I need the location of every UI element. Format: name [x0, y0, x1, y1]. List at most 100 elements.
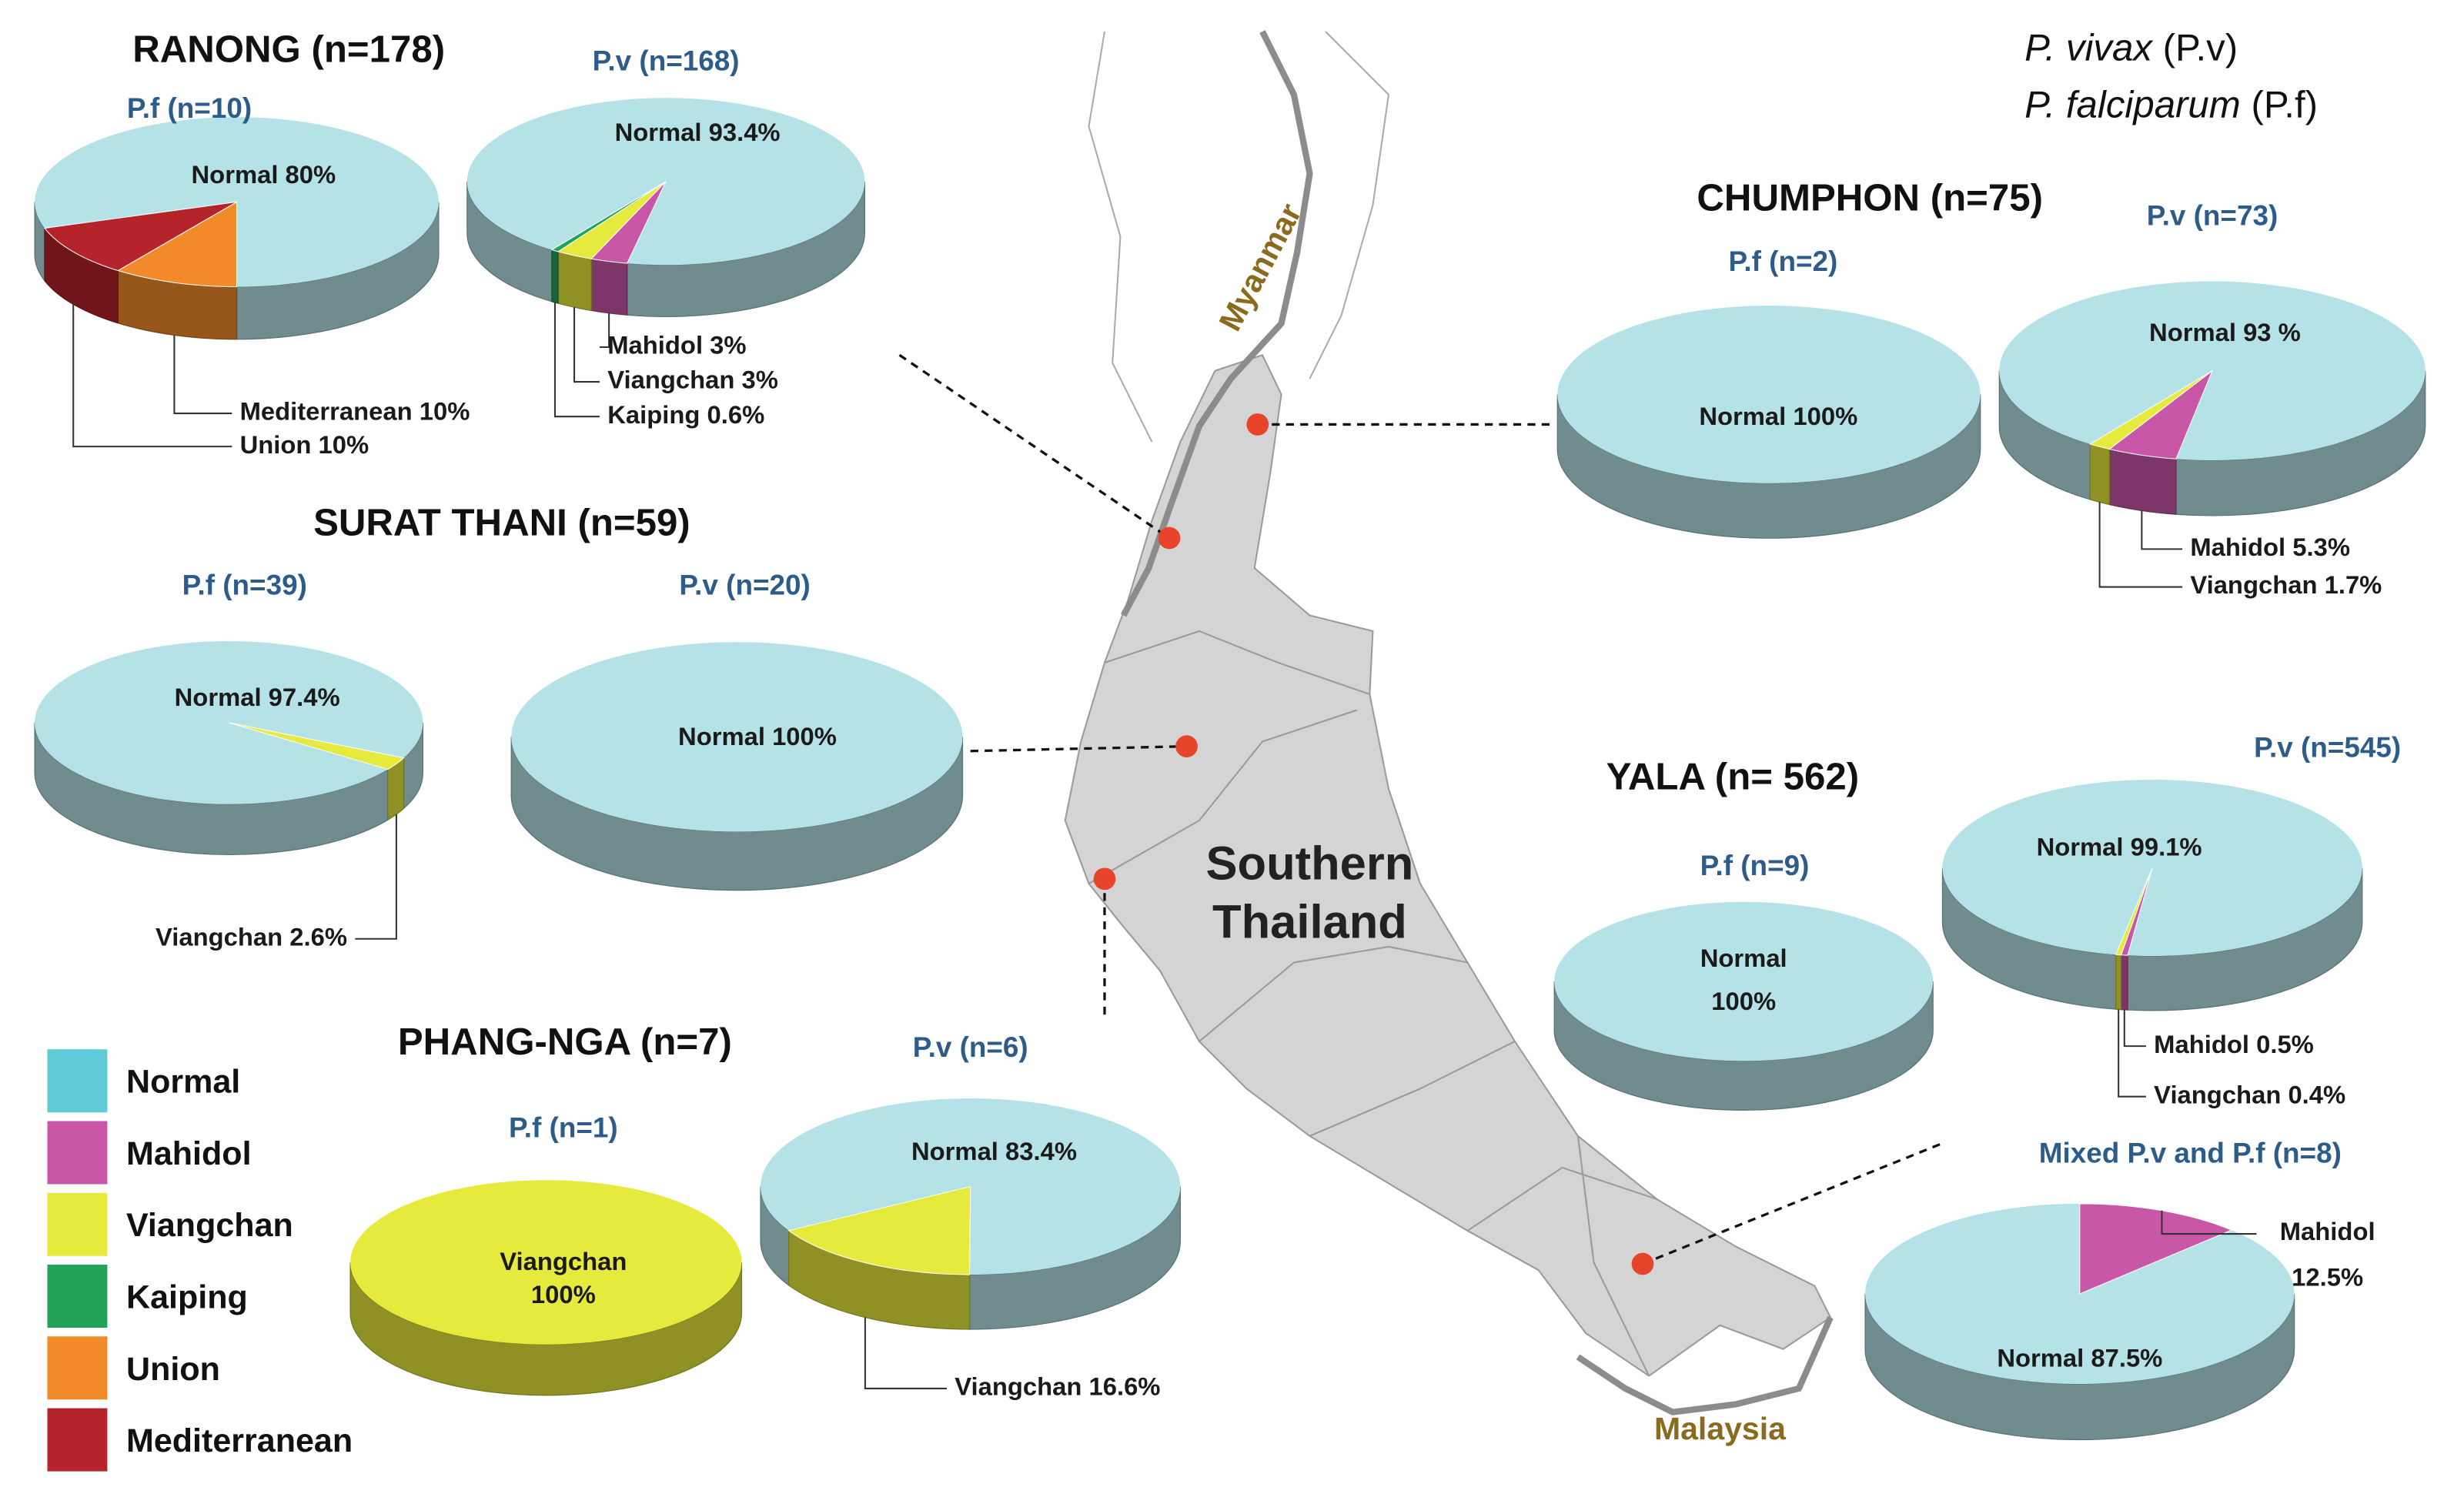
legend-label: Kaiping [126, 1278, 248, 1315]
pie-title: P.v (n=73) [2147, 200, 2278, 232]
leader-dash [898, 353, 1170, 540]
value-label: Normal 83.4% [911, 1137, 1077, 1165]
leader-line [2118, 1009, 2146, 1098]
pie-side [557, 251, 592, 312]
pie-slice [2115, 867, 2153, 956]
region-title: YALA (n= 562) [1606, 756, 1860, 798]
legend-label: Viangchan [126, 1207, 293, 1244]
legend-label: Union [126, 1351, 220, 1388]
leader-line [72, 304, 232, 448]
map-land [1064, 353, 1832, 1377]
region-title: CHUMPHON (n=75) [1697, 176, 2043, 219]
map-province [1088, 709, 1358, 884]
pie [34, 117, 440, 340]
pie-slice [116, 201, 238, 288]
pie-title: P.v (n=20) [679, 569, 810, 600]
value-label: Normal 97.4% [175, 683, 340, 711]
value-label: Viangchan 1.7% [2190, 570, 2382, 599]
pie-title: P.f (n=39) [182, 569, 307, 600]
value-label: Normal 93.4% [615, 118, 781, 146]
pie-side [551, 249, 559, 304]
value-label: Union 10% [240, 430, 369, 459]
leader-line [573, 307, 600, 383]
pie-title: Mixed P.v and P.f (n=8) [2039, 1137, 2342, 1168]
map-title: Southern Thailand [1206, 837, 1414, 949]
value-label: Viangchan 3% [607, 366, 778, 394]
map-coast [1309, 31, 1390, 379]
pie-slice [2089, 370, 2213, 450]
pie-slice [44, 201, 237, 272]
pie-side [2120, 954, 2128, 1011]
pie-title: P.v (n=545) [2254, 731, 2401, 763]
pie-title: P.f (n=9) [1700, 850, 1810, 881]
pie [1864, 1203, 2295, 1441]
species-name: P. vivax [2024, 27, 2154, 69]
value-label: Mediterranean 10% [240, 397, 470, 426]
species-name: P. falciparum [2024, 83, 2241, 125]
legend-swatch [47, 1049, 108, 1113]
pie-title: P.f (n=2) [1729, 246, 1838, 277]
pie-slice [229, 722, 405, 770]
legend-label: Mahidol [126, 1135, 252, 1172]
value-label: Normal 93 % [2149, 318, 2301, 346]
pie-slice [1557, 306, 1981, 483]
species-abbr: (P.f) [2251, 83, 2318, 125]
value-label: Mahidol 0.5% [2154, 1030, 2314, 1058]
value-label: Mahidol 5.3% [2190, 533, 2350, 561]
pie [349, 1180, 743, 1396]
value-label: Normal 100% [1700, 944, 1787, 1015]
leader-line [2098, 502, 2183, 588]
map-province [1576, 1135, 1650, 1376]
map-province [1466, 1166, 1657, 1232]
pie-side [590, 258, 628, 316]
map-coast [1088, 31, 1153, 443]
species-abbr: (P.v) [2163, 27, 2238, 69]
legend-swatch [47, 1336, 108, 1400]
value-label: Mahidol 3% [607, 331, 746, 359]
pie [1553, 901, 1934, 1111]
legend-label: Normal [126, 1064, 240, 1101]
pie-slice [2079, 1203, 2233, 1295]
pie-title: P.v (n=168) [593, 45, 740, 77]
value-label: Normal 99.1% [2037, 833, 2202, 861]
pie [510, 642, 964, 891]
site-dot [1093, 867, 1116, 891]
pie-title: P.f (n=1) [509, 1112, 618, 1144]
region-title: SURAT THANI (n=59) [313, 502, 690, 544]
value-label: Viangchan 2.6% [155, 922, 347, 951]
site-dot [1246, 413, 1269, 436]
legend-swatch [47, 1121, 108, 1185]
pie-slice [787, 1185, 971, 1275]
leader-dash [1642, 1142, 1942, 1265]
pie-slice [350, 1180, 742, 1345]
map-border [1576, 1316, 1834, 1415]
site-dot [1631, 1252, 1654, 1275]
site-dot [1158, 526, 1181, 550]
pie-title: P.v (n=6) [913, 1031, 1028, 1063]
pie-slice [1554, 901, 1934, 1061]
pie-side [2089, 443, 2110, 506]
map-province [1309, 1041, 1516, 1137]
pie [1556, 306, 1981, 539]
value-label: Normal 80% [192, 160, 336, 189]
legend-swatch [47, 1408, 108, 1472]
legend-swatch [47, 1192, 108, 1256]
pie-slice [550, 181, 667, 252]
pie-slice [511, 642, 963, 832]
region-title: RANONG (n=178) [132, 28, 445, 71]
value-label: Viangchan 0.4% [2154, 1080, 2345, 1108]
legend-label: Mediterranean [126, 1422, 353, 1459]
value-label: Viangchan 16.6% [955, 1372, 1160, 1401]
value-label: Mahidol 12.5% [2280, 1217, 2375, 1291]
value-label: Normal 100% [678, 722, 837, 750]
pie [1998, 281, 2426, 516]
region-title: PHANG-NGA (n=7) [398, 1021, 732, 1063]
pie-side [2115, 954, 2122, 1011]
value-label: Kaiping 0.6% [607, 400, 764, 429]
leader-line [355, 814, 397, 940]
leader-line [599, 312, 610, 349]
leader-line [864, 1317, 947, 1389]
legend-swatch [47, 1265, 108, 1329]
